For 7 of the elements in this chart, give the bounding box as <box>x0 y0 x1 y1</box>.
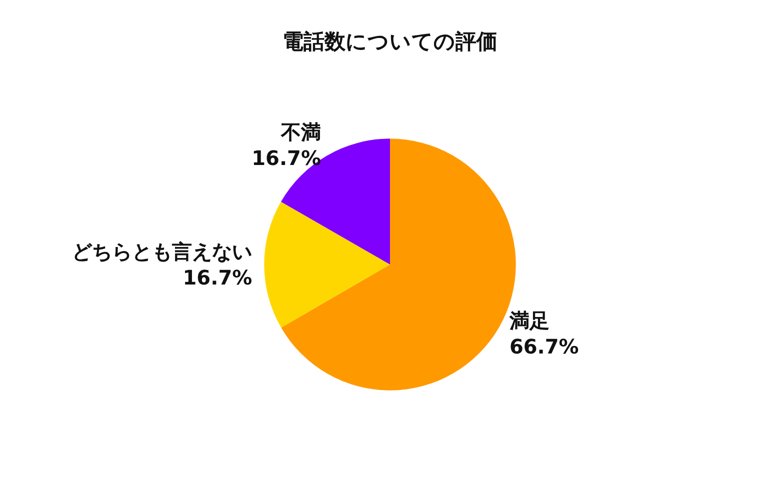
slice-label: 不満 <box>280 120 322 144</box>
slice-label: どちらとも言えない <box>72 240 252 264</box>
data-label: 16.7% <box>252 146 322 170</box>
chart-title: 電話数についての評価 <box>282 30 498 54</box>
data-label: 66.7% <box>509 334 579 358</box>
slice-label: 満足 <box>508 308 550 332</box>
data-label: 16.7% <box>182 266 252 290</box>
